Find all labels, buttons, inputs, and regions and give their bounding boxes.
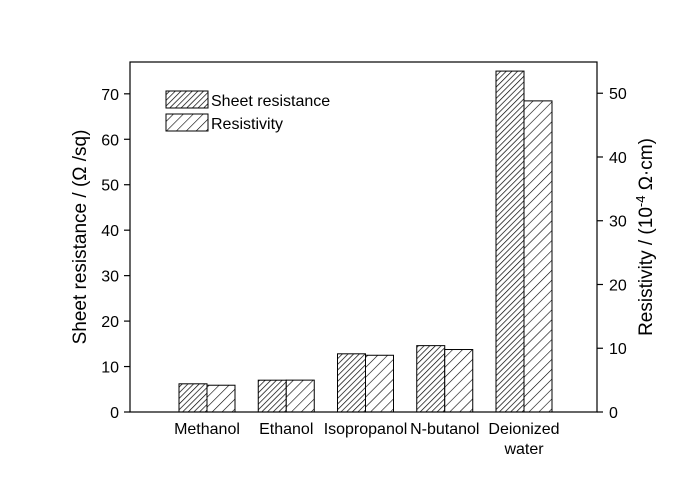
y2-tick-label: 40 — [609, 150, 627, 167]
x-axis: Methanol Ethanol Isopropanol N-butanol Deion… — [174, 421, 559, 458]
bar-resistivity — [206, 384, 236, 413]
y2-axis-title-base: Resistivity / (10 — [636, 207, 657, 336]
bar-sheet-resistance — [495, 70, 525, 413]
bar-sheet-resistance — [257, 379, 287, 413]
bar-resistivity — [523, 100, 553, 413]
x-tick-label: water — [503, 441, 544, 458]
bar-resistivity — [285, 379, 315, 413]
legend-label-resistivity: Resistivity — [211, 116, 283, 133]
x-tick-label: Isopropanol — [324, 421, 408, 438]
left-axis: 0 10 20 30 40 50 60 70 — [101, 87, 130, 422]
y-tick-label: 70 — [101, 87, 119, 104]
bar-sheet-resistance — [178, 383, 208, 413]
y-axis-title: Sheet resistance / (Ω /sq) — [70, 130, 91, 345]
bar-resistivity — [365, 354, 394, 413]
y2-tick-label: 0 — [609, 405, 618, 422]
y2-axis-title-exponent: -4 — [633, 196, 648, 208]
y-tick-label: 60 — [101, 132, 119, 149]
y-tick-label: 20 — [101, 314, 119, 331]
legend-swatch-resistivity — [165, 113, 209, 132]
x-tick-label: Deionized — [488, 421, 559, 438]
plot-frame — [129, 61, 598, 413]
bar-sheet-resistance — [337, 353, 366, 413]
bar-resistivity — [444, 349, 474, 413]
y2-tick-label: 50 — [609, 86, 627, 103]
y2-axis-title-unit: Ω·cm) — [636, 138, 657, 195]
x-tick-label: N-butanol — [410, 421, 479, 438]
legend: Sheet resistance Resistivity — [165, 90, 330, 133]
x-tick-label: Ethanol — [259, 421, 313, 438]
x-tick-label: Methanol — [174, 421, 240, 438]
y2-tick-label: 20 — [609, 277, 627, 294]
y-tick-label: 30 — [101, 269, 119, 286]
y2-tick-label: 30 — [609, 214, 627, 231]
right-axis: 0 10 20 30 40 50 — [597, 86, 627, 422]
y2-axis-title: Resistivity / (10-4 Ω·cm) — [633, 138, 657, 336]
y-tick-label: 50 — [101, 178, 119, 195]
y2-tick-label: 10 — [609, 341, 627, 358]
bar-sheet-resistance — [416, 345, 446, 413]
y-tick-label: 0 — [110, 405, 119, 422]
legend-label-sheet-resistance: Sheet resistance — [211, 93, 330, 110]
legend-swatch-sheet-resistance — [165, 90, 209, 109]
bars — [178, 70, 553, 413]
y-tick-label: 10 — [101, 360, 119, 377]
y-tick-label: 40 — [101, 223, 119, 240]
